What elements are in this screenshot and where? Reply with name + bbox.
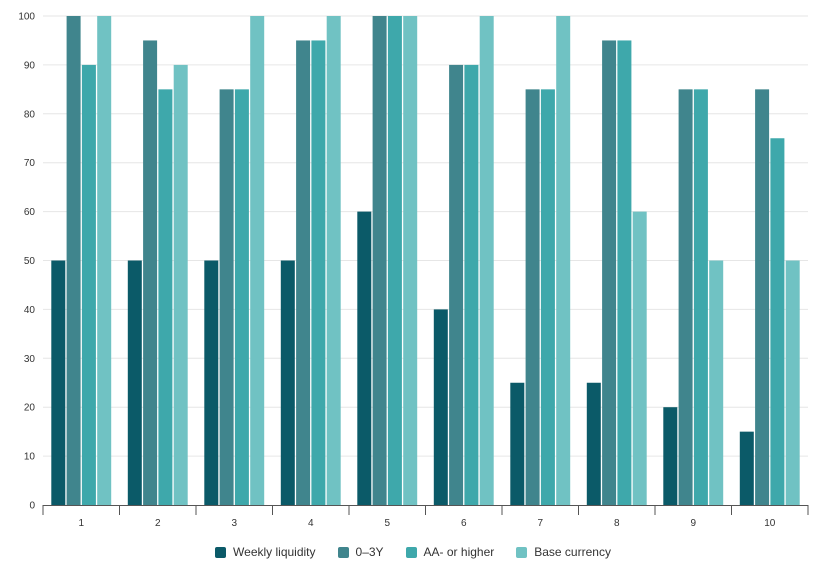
y-tick-label: 30 (24, 354, 36, 365)
legend-label-0-3y: 0–3Y (355, 545, 384, 559)
legend-item-base-currency: Base currency (516, 545, 611, 559)
bar-2-6 (449, 64, 464, 506)
bar-4-7 (556, 16, 571, 505)
bar-1-1 (51, 260, 66, 505)
bar-1-2 (127, 260, 142, 505)
bar-2-4 (296, 40, 311, 505)
bar-3-10 (770, 138, 785, 505)
bar-4-4 (326, 16, 341, 505)
legend-label-weekly-liquidity: Weekly liquidity (233, 545, 316, 559)
y-tick-label: 40 (24, 305, 36, 316)
legend-item-0-3y: 0–3Y (337, 545, 384, 559)
bar-3-8 (617, 40, 632, 505)
legend-swatch-weekly-liquidity (215, 546, 227, 558)
y-tick-label: 50 (24, 256, 36, 267)
bar-1-6 (433, 309, 448, 505)
bar-4-6 (479, 16, 494, 505)
x-tick-label: 7 (537, 518, 543, 529)
bar-4-8 (632, 211, 647, 505)
y-tick-label: 80 (24, 109, 36, 120)
bar-3-9 (693, 89, 708, 505)
bar-3-3 (234, 89, 249, 505)
legend-swatch-0-3y (337, 546, 349, 558)
bar-1-7 (510, 382, 525, 505)
legend-label-aa-or-higher: AA- or higher (423, 545, 495, 559)
y-tick-label: 90 (24, 60, 36, 71)
bar-4-2 (173, 64, 188, 506)
y-tick-label: 60 (24, 207, 36, 218)
bar-4-3 (250, 16, 265, 505)
y-tick-label: 20 (24, 403, 36, 414)
x-tick-label: 5 (384, 518, 390, 529)
bar-3-7 (540, 89, 555, 505)
bar-3-5 (387, 16, 402, 505)
legend-item-weekly-liquidity: Weekly liquidity (215, 545, 316, 559)
legend-swatch-aa-or-higher (405, 546, 417, 558)
chart-legend: Weekly liquidity 0–3Y AA- or higher Base… (0, 545, 826, 559)
bar-3-2 (158, 89, 173, 505)
x-tick-label: 9 (690, 518, 696, 529)
bar-2-10 (755, 89, 770, 505)
bar-2-8 (602, 40, 617, 505)
bar-2-9 (678, 89, 693, 505)
bar-4-10 (785, 260, 800, 505)
y-tick-label: 70 (24, 158, 36, 169)
x-tick-label: 8 (614, 518, 620, 529)
bar-3-6 (464, 64, 479, 506)
bar-2-2 (143, 40, 158, 505)
bar-4-1 (97, 16, 112, 505)
bar-1-3 (204, 260, 219, 505)
bar-2-5 (372, 16, 387, 505)
y-tick-label: 0 (29, 501, 35, 512)
bar-1-4 (280, 260, 295, 505)
bar-1-5 (357, 211, 372, 505)
x-tick-label: 10 (764, 518, 776, 529)
x-tick-label: 4 (308, 518, 314, 529)
bar-1-10 (739, 431, 754, 505)
bar-4-9 (709, 260, 724, 505)
bar-3-4 (311, 40, 326, 505)
bar-1-9 (663, 407, 678, 505)
bar-3-1 (81, 64, 96, 506)
legend-swatch-base-currency (516, 546, 528, 558)
x-tick-label: 3 (231, 518, 237, 529)
bar-2-7 (525, 89, 540, 505)
y-tick-label: 10 (24, 452, 36, 463)
bar-1-8 (586, 382, 601, 505)
x-tick-label: 2 (155, 518, 161, 529)
bar-2-3 (219, 89, 234, 505)
y-tick-label: 100 (18, 12, 35, 23)
bar-4-5 (403, 16, 418, 505)
legend-item-aa-or-higher: AA- or higher (405, 545, 495, 559)
x-tick-label: 6 (461, 518, 467, 529)
bar-2-1 (66, 16, 81, 505)
x-tick-label: 1 (78, 518, 84, 529)
legend-label-base-currency: Base currency (534, 545, 611, 559)
grouped-bar-chart: 0 10 20 30 40 50 60 70 80 90 100 1 2 3 4 5 6 7 8 9 10 (18, 12, 809, 529)
